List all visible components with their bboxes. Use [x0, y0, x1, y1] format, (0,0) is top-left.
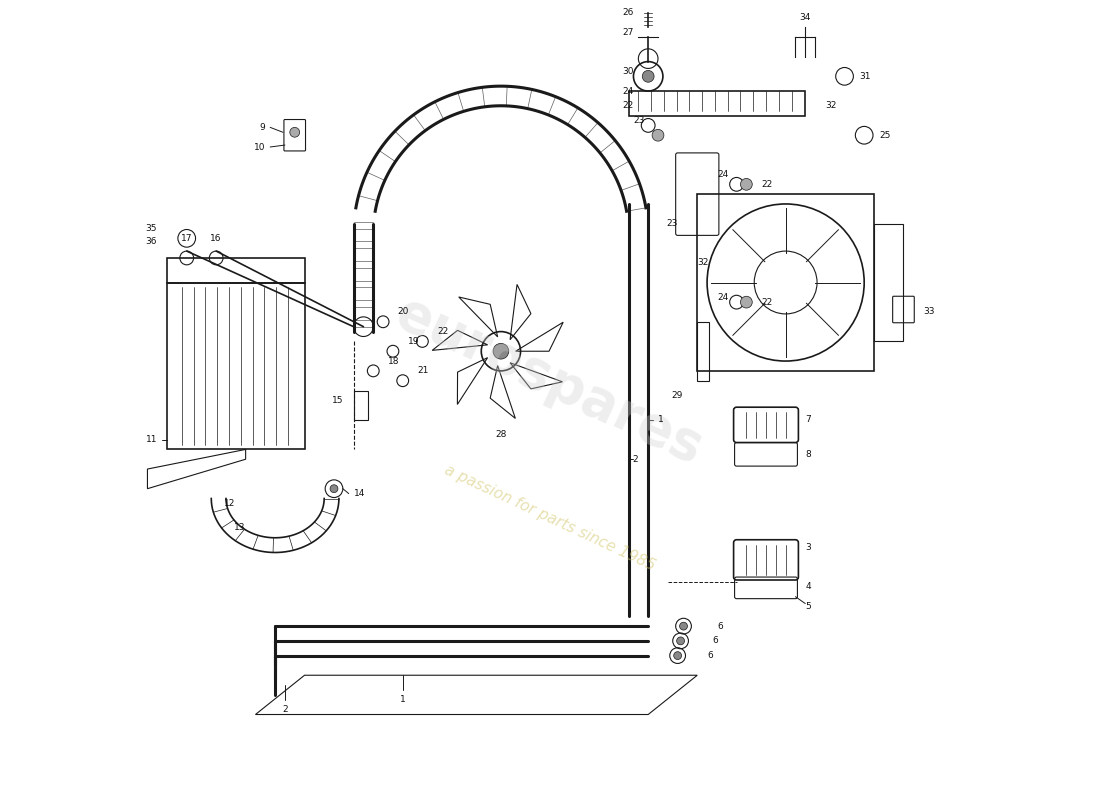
Text: 34: 34 — [800, 13, 811, 22]
Bar — [874, 223, 903, 342]
Text: 2: 2 — [282, 705, 288, 714]
Text: 14: 14 — [353, 489, 365, 498]
Text: 6: 6 — [712, 636, 718, 646]
Text: 32: 32 — [697, 258, 708, 267]
Text: 24: 24 — [717, 293, 728, 302]
Text: 28: 28 — [495, 430, 507, 439]
Text: 35: 35 — [146, 224, 157, 233]
Text: 4: 4 — [805, 582, 811, 591]
Bar — [167, 282, 305, 450]
Text: 33: 33 — [923, 307, 935, 317]
Text: 18: 18 — [388, 357, 399, 366]
Text: 6: 6 — [717, 622, 723, 630]
Text: 21: 21 — [418, 366, 429, 375]
Text: 31: 31 — [859, 72, 871, 81]
Circle shape — [676, 637, 684, 645]
Text: 30: 30 — [621, 67, 634, 76]
Text: 36: 36 — [146, 237, 157, 246]
Circle shape — [673, 652, 682, 659]
Text: 10: 10 — [254, 142, 265, 151]
Circle shape — [740, 178, 752, 190]
Text: 29: 29 — [671, 391, 682, 400]
Text: 1: 1 — [658, 415, 663, 425]
Text: 25: 25 — [879, 130, 890, 140]
Circle shape — [680, 622, 688, 630]
Text: 22: 22 — [761, 180, 772, 189]
Text: 26: 26 — [623, 8, 634, 17]
Circle shape — [642, 70, 654, 82]
Text: 1: 1 — [400, 695, 406, 704]
Bar — [697, 322, 710, 381]
Text: 12: 12 — [224, 499, 235, 508]
Circle shape — [493, 343, 509, 359]
Text: 7: 7 — [805, 415, 811, 425]
Text: 17: 17 — [182, 234, 192, 243]
Text: 2: 2 — [632, 454, 638, 464]
Bar — [353, 390, 369, 420]
Text: eurospares: eurospares — [388, 286, 712, 474]
Text: 8: 8 — [805, 450, 811, 459]
Bar — [628, 91, 805, 115]
Bar — [167, 258, 305, 282]
Text: 24: 24 — [623, 86, 634, 95]
Text: 16: 16 — [210, 234, 222, 243]
Text: 11: 11 — [146, 435, 157, 444]
Text: 20: 20 — [398, 307, 409, 317]
Text: 19: 19 — [408, 337, 419, 346]
Text: 9: 9 — [260, 123, 265, 132]
Text: 27: 27 — [623, 28, 634, 37]
Text: 3: 3 — [805, 543, 811, 552]
Text: 13: 13 — [234, 523, 245, 533]
Text: 22: 22 — [761, 298, 772, 306]
Text: 15: 15 — [332, 396, 344, 405]
Circle shape — [289, 127, 299, 137]
Text: a passion for parts since 1985: a passion for parts since 1985 — [442, 462, 658, 574]
Circle shape — [740, 296, 752, 308]
Text: 22: 22 — [437, 327, 449, 336]
Bar — [697, 194, 874, 371]
Text: 6: 6 — [707, 651, 713, 660]
Text: 5: 5 — [805, 602, 811, 611]
Text: 24: 24 — [717, 170, 728, 179]
Text: 23: 23 — [667, 219, 678, 228]
Circle shape — [330, 485, 338, 493]
Text: 22: 22 — [623, 102, 634, 110]
Text: 32: 32 — [825, 102, 836, 110]
Circle shape — [652, 130, 664, 141]
Text: 23: 23 — [634, 116, 645, 125]
